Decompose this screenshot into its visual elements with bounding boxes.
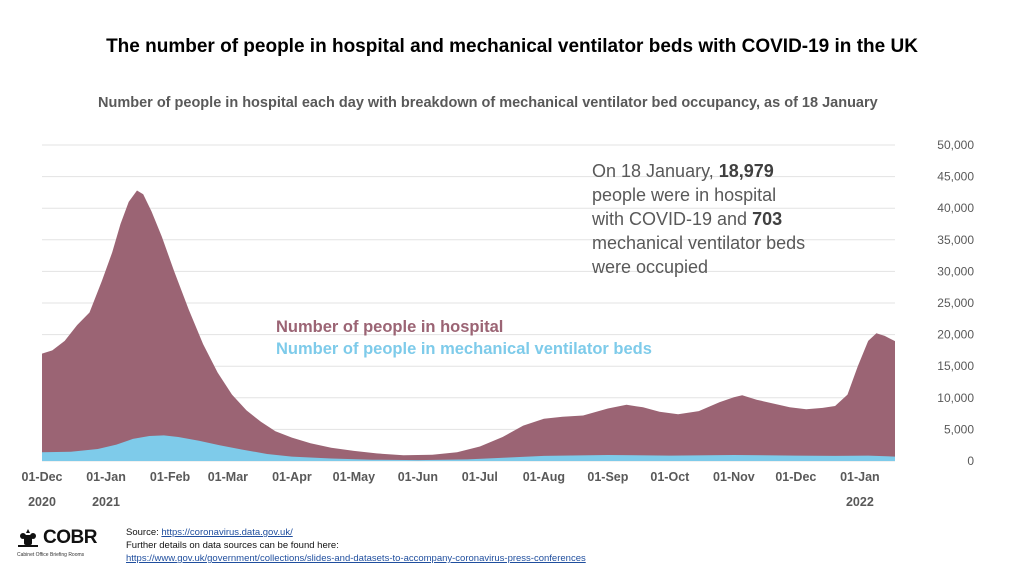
y-tick-label: 0 (967, 454, 974, 468)
footer: Source: https://coronavirus.data.gov.uk/… (126, 526, 586, 565)
y-tick-label: 50,000 (937, 138, 974, 152)
x-axis: 01-Dec 2020 01-Jan 2021 01-Feb 01-Mar 01-Apr 01… (22, 470, 880, 509)
logo-subtitle: Cabinet Office Briefing Rooms (17, 552, 85, 558)
annotation-text: with COVID-19 and (592, 209, 753, 229)
x-tick-year: 2021 (92, 495, 120, 509)
details-text: Further details on data sources can be f… (126, 540, 339, 551)
annotation-text: were occupied (592, 257, 709, 277)
x-tick-label: 01-Sep (587, 470, 628, 484)
chart-area: 0 5,000 10,000 15,000 20,000 25,000 30,000 35,0… (22, 138, 975, 509)
x-tick-label: 01-Jan (840, 470, 880, 484)
source-label: Source: (126, 527, 162, 538)
y-tick-label: 5,000 (944, 422, 974, 436)
legend-ventilator: Number of people in mechanical ventilato… (276, 340, 652, 358)
x-tick-label: 01-Apr (272, 470, 312, 484)
cobr-logo: COBR Cabinet Office Briefing Rooms (15, 527, 110, 567)
logo-name: COBR (43, 527, 97, 548)
x-tick-label: 01-Jun (398, 470, 438, 484)
legend-hospital: Number of people in hospital (276, 318, 504, 336)
ventilator-area (42, 435, 895, 461)
y-tick-label: 25,000 (937, 296, 974, 310)
y-tick-label: 30,000 (937, 264, 974, 278)
x-tick-label: 01-Jul (462, 470, 498, 484)
chart-subtitle: Number of people in hospital each day wi… (98, 95, 878, 111)
annotation-text: people were in hospital (592, 185, 777, 205)
annotation-box: On 18 January, 18,979 people were in hos… (592, 159, 862, 279)
annotation-text: mechanical ventilator beds (592, 233, 806, 253)
source-link[interactable]: https://coronavirus.data.gov.uk/ (161, 527, 293, 538)
x-tick-label: 01-Aug (523, 470, 565, 484)
x-tick-label: 01-Mar (208, 470, 248, 484)
hospital-area (42, 190, 895, 461)
x-tick-label: 01-Dec (22, 470, 63, 484)
ventilator-count: 703 (752, 209, 783, 229)
x-tick-label: 01-May (333, 470, 375, 484)
x-tick-year: 2020 (28, 495, 56, 509)
x-tick-label: 01-Jan (86, 470, 126, 484)
x-tick-label: 01-Feb (150, 470, 191, 484)
x-tick-label: 01-Dec (775, 470, 816, 484)
y-tick-label: 20,000 (937, 328, 974, 342)
y-tick-label: 15,000 (937, 359, 974, 373)
chart-title: The number of people in hospital and mec… (106, 36, 918, 57)
hospital-count: 18,979 (718, 161, 774, 181)
x-tick-label: 01-Nov (713, 470, 755, 484)
y-tick-label: 10,000 (937, 391, 974, 405)
royal-crest-icon (18, 529, 38, 547)
y-tick-label: 40,000 (937, 201, 974, 215)
x-tick-year: 2022 (846, 495, 874, 509)
x-tick-label: 01-Oct (650, 470, 690, 484)
annotation-text: On 18 January, (592, 161, 719, 181)
details-link[interactable]: https://www.gov.uk/government/collection… (126, 553, 586, 564)
y-axis: 0 5,000 10,000 15,000 20,000 25,000 30,000 35,0… (937, 138, 974, 468)
y-tick-label: 45,000 (937, 170, 974, 184)
y-tick-label: 35,000 (937, 233, 974, 247)
